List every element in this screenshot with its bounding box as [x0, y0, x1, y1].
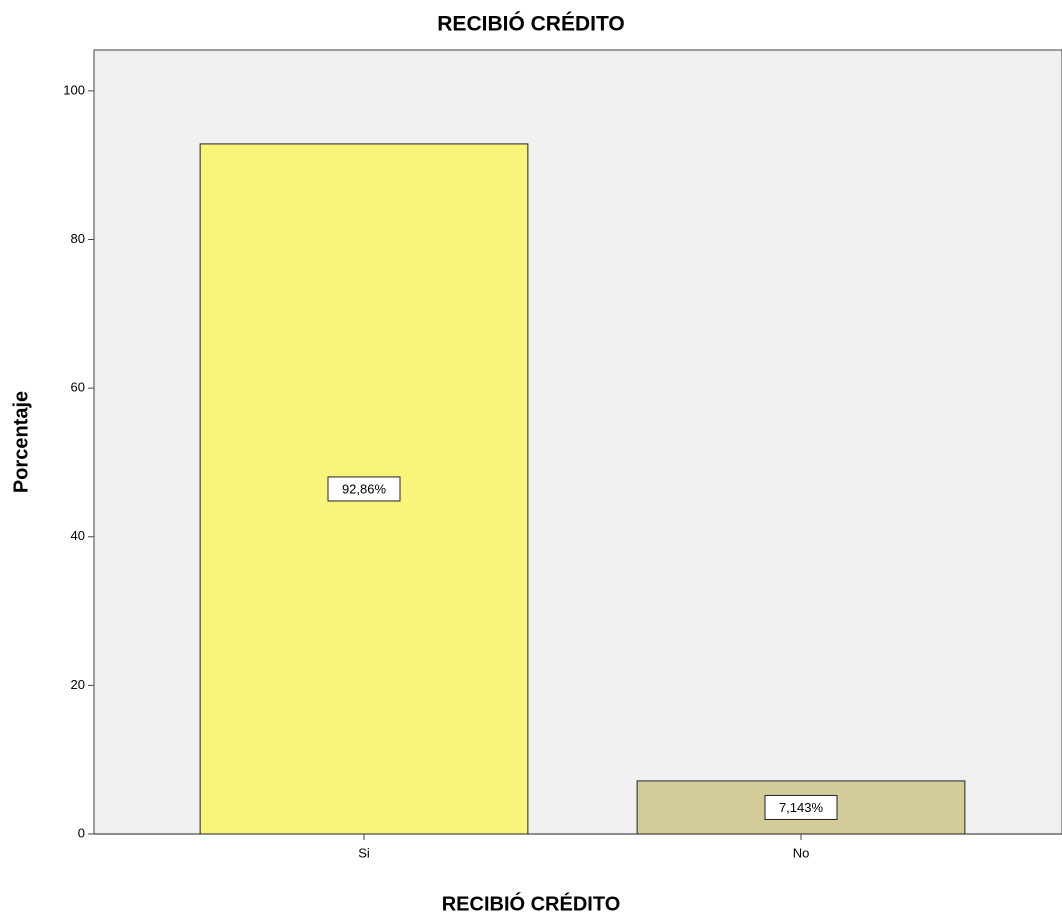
value-label: 7,143% — [779, 800, 824, 815]
y-tick-label: 0 — [78, 825, 85, 840]
value-label-box — [764, 794, 838, 820]
value-label-box — [327, 476, 401, 502]
x-axis-title: RECIBIÓ CRÉDITO — [442, 891, 621, 915]
y-axis-title: Porcentaje — [10, 391, 32, 493]
value-label: 92,86% — [342, 481, 387, 496]
y-tick-label: 40 — [71, 528, 85, 543]
y-tick-label: 80 — [71, 231, 85, 246]
x-tick-label: Si — [358, 845, 370, 860]
x-tick-label: No — [793, 845, 810, 860]
y-tick-label: 20 — [71, 677, 85, 692]
chart-title: RECIBIÓ CRÉDITO — [437, 12, 624, 36]
bar — [636, 780, 966, 835]
y-tick-label: 100 — [63, 82, 85, 97]
y-tick-label: 60 — [71, 380, 85, 395]
